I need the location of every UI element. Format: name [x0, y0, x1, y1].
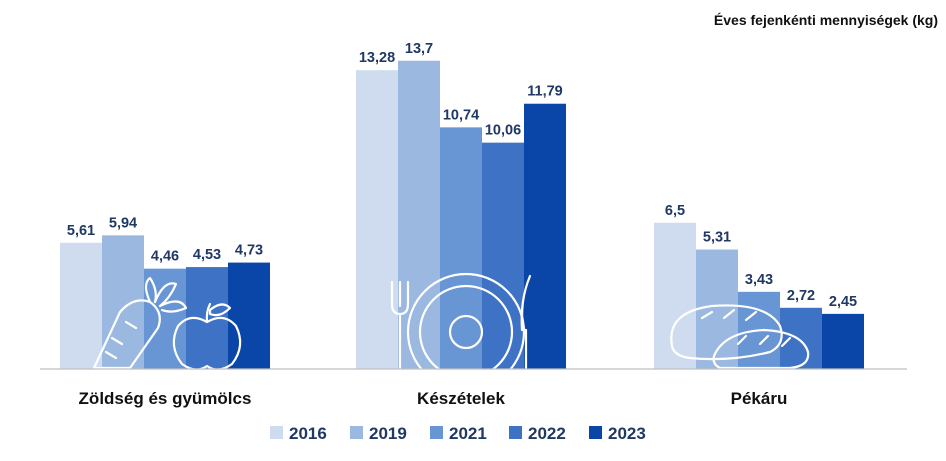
- value-label-2022-3: 2,72: [787, 288, 815, 304]
- value-label-2022-1: 4,53: [193, 247, 221, 263]
- bar-2023-3: [822, 313, 864, 369]
- legend-swatch-2016: [270, 426, 283, 439]
- value-label-2019-2: 13,7: [405, 41, 433, 57]
- carrot-apple-icon: [92, 276, 242, 371]
- value-label-2019-1: 5,94: [109, 215, 137, 231]
- value-label-2021-2: 10,74: [443, 107, 479, 123]
- value-labels-layer: 5,61 5,94 4,46 4,53 4,73 13,28 13,7 10,74 10,06 1…: [67, 41, 857, 310]
- value-label-2016-1: 5,61: [67, 223, 95, 239]
- value-label-2023-3: 2,45: [829, 294, 857, 310]
- value-label-2016-2: 13,28: [359, 50, 395, 66]
- value-label-2021-3: 3,43: [745, 272, 773, 288]
- unit-label: Éves fejenkénti mennyiségek (kg): [714, 12, 938, 28]
- category-label-1: Zöldség és gyümölcs: [79, 389, 252, 408]
- category-labels-layer: Zöldség és gyümölcs Készételek Pékáru: [79, 389, 788, 408]
- bar-2022-3: [780, 307, 822, 369]
- legend-label-2016: 2016: [289, 424, 327, 443]
- bar-2019-2: [398, 60, 440, 369]
- category-label-3: Pékáru: [731, 389, 788, 408]
- legend-swatch-2022: [509, 426, 522, 439]
- bread-icon: [670, 304, 810, 370]
- value-label-2022-2: 10,06: [485, 123, 521, 139]
- bar-2022-2: [482, 142, 524, 369]
- value-label-2016-3: 6,5: [665, 203, 685, 219]
- value-label-2023-1: 4,73: [235, 243, 263, 259]
- category-label-2: Készételek: [417, 389, 505, 408]
- bar-2023-1: [228, 262, 270, 369]
- legend-label-2019: 2019: [369, 424, 407, 443]
- bar-2016-2: [356, 70, 398, 369]
- bars-layer: [60, 60, 864, 369]
- bar-2019-1: [102, 235, 144, 369]
- plate-fork-knife-icon: [390, 272, 532, 392]
- bar-2021-2: [440, 127, 482, 369]
- legend-label-2021: 2021: [449, 424, 487, 443]
- bar-2023-2: [524, 103, 566, 369]
- legend-swatch-2021: [430, 426, 443, 439]
- bar-2016-1: [60, 242, 102, 369]
- legend-label-2023: 2023: [608, 424, 646, 443]
- legend-swatch-2019: [350, 426, 363, 439]
- value-label-2019-3: 5,31: [703, 230, 731, 246]
- legend: 2016 2019 2021 2022 2023: [270, 424, 646, 443]
- legend-label-2022: 2022: [528, 424, 566, 443]
- value-label-2021-1: 4,46: [151, 249, 179, 265]
- bar-2021-1: [144, 268, 186, 369]
- legend-swatch-2023: [589, 426, 602, 439]
- value-label-2023-2: 11,79: [527, 84, 563, 100]
- bar-2016-3: [654, 222, 696, 369]
